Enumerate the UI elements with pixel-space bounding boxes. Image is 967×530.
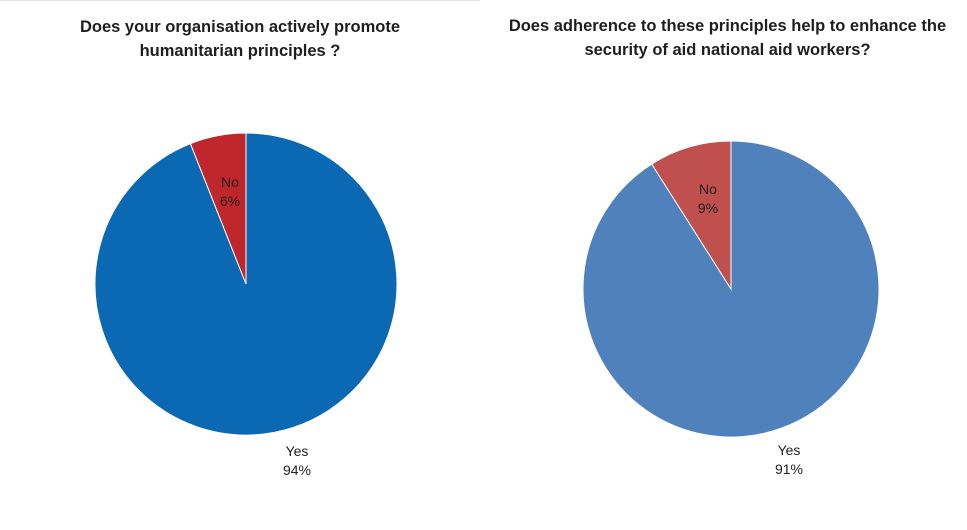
- pie-chart-right: Yes 91% No 9%: [582, 140, 880, 477]
- chart-panel-left: Does your organisation actively promote …: [0, 0, 480, 530]
- chart-title-left: Does your organisation actively promote …: [80, 18, 400, 60]
- chart-panel-right: Does adherence to these principles help …: [488, 0, 967, 529]
- data-label-no-percent-right: 9%: [698, 200, 718, 216]
- data-label-no-name-right: No: [699, 181, 717, 197]
- data-label-yes-name-left: Yes: [286, 443, 309, 459]
- chart-title-right: Does adherence to these principles help …: [508, 17, 947, 59]
- data-label-yes-percent-right: 91%: [775, 461, 803, 477]
- data-label-yes-name-right: Yes: [778, 442, 801, 458]
- pie-slice-no-left: [189, 132, 247, 285]
- data-label-yes-percent-left: 94%: [283, 462, 311, 478]
- data-label-no-percent-left: 6%: [220, 193, 240, 209]
- data-label-no-name-left: No: [221, 174, 239, 190]
- pie-slice-no-right: [651, 140, 732, 291]
- pie-chart-left: Yes 94% No 6%: [94, 132, 398, 478]
